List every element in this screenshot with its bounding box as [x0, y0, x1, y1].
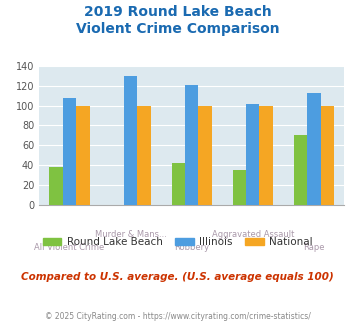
Bar — [246, 104, 260, 205]
Text: 2019 Round Lake Beach
Violent Crime Comparison: 2019 Round Lake Beach Violent Crime Comp… — [76, 5, 279, 36]
Text: Rape: Rape — [303, 244, 324, 252]
Text: Robbery: Robbery — [174, 244, 209, 252]
Bar — [307, 93, 321, 205]
Bar — [185, 85, 198, 205]
Bar — [76, 106, 90, 205]
Text: © 2025 CityRating.com - https://www.cityrating.com/crime-statistics/: © 2025 CityRating.com - https://www.city… — [45, 312, 310, 321]
Bar — [137, 106, 151, 205]
Legend: Round Lake Beach, Illinois, National: Round Lake Beach, Illinois, National — [38, 233, 317, 251]
Text: Murder & Mans...: Murder & Mans... — [95, 230, 166, 239]
Bar — [124, 76, 137, 205]
Bar — [171, 163, 185, 205]
Bar — [198, 106, 212, 205]
Bar — [63, 98, 76, 205]
Text: Aggravated Assault: Aggravated Assault — [212, 230, 294, 239]
Text: Compared to U.S. average. (U.S. average equals 100): Compared to U.S. average. (U.S. average … — [21, 272, 334, 282]
Bar — [294, 135, 307, 205]
Text: All Violent Crime: All Violent Crime — [34, 244, 105, 252]
Bar — [321, 106, 334, 205]
Bar — [233, 170, 246, 205]
Bar — [49, 167, 63, 205]
Bar — [260, 106, 273, 205]
